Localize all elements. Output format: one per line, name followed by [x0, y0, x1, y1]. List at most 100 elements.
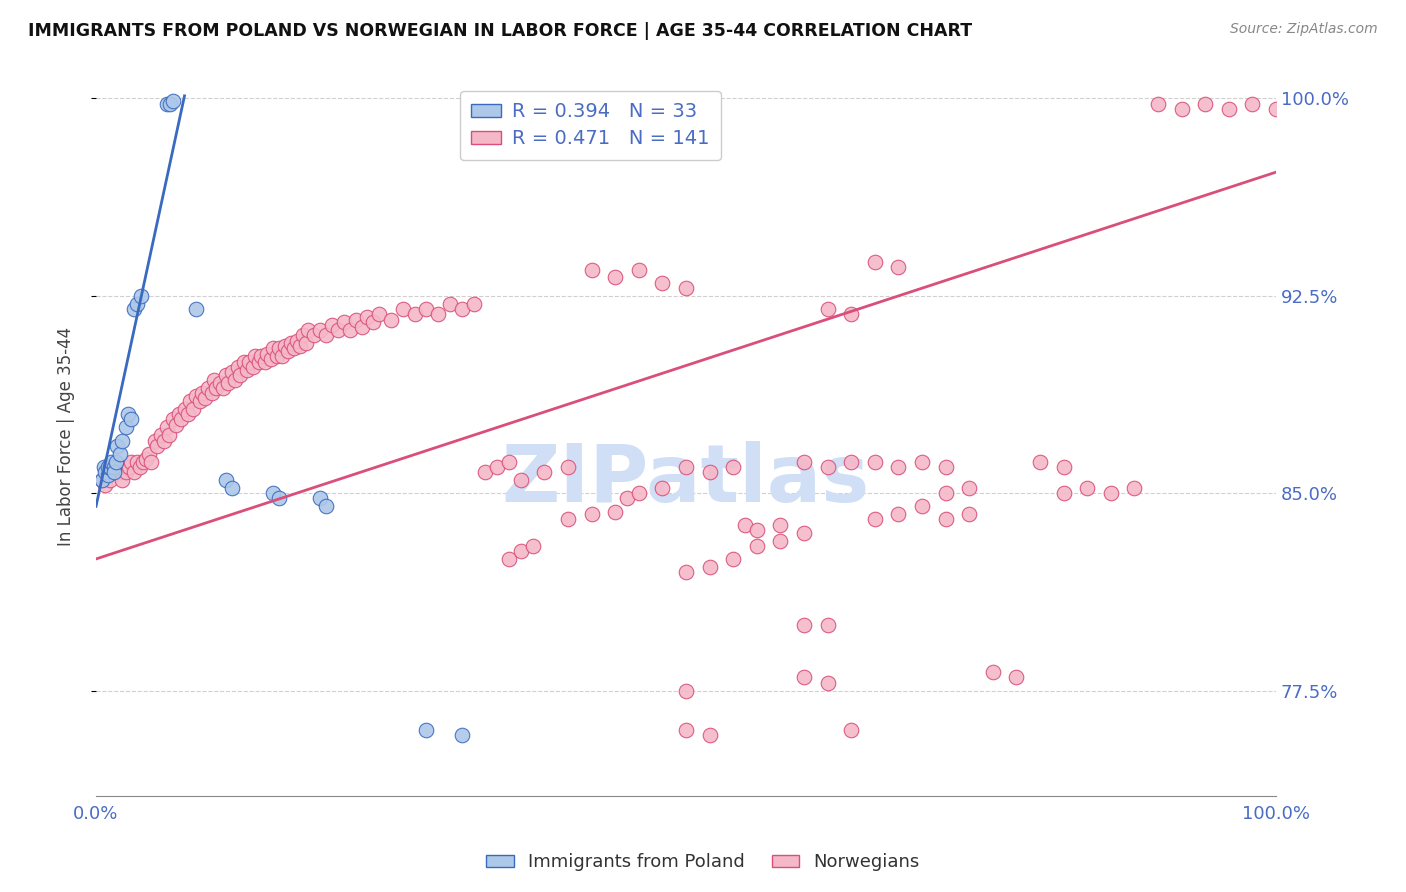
- Point: [212, 381, 235, 395]
- Point: [1029, 454, 1052, 468]
- Point: [186, 389, 208, 403]
- Point: [675, 683, 697, 698]
- Point: [274, 339, 297, 353]
- Point: [721, 459, 744, 474]
- Point: [297, 323, 319, 337]
- Point: [863, 512, 886, 526]
- Point: [259, 351, 281, 366]
- Point: [1194, 96, 1216, 111]
- Point: [173, 401, 195, 416]
- Point: [734, 517, 756, 532]
- Point: [135, 452, 157, 467]
- Point: [333, 315, 356, 329]
- Point: [793, 617, 815, 632]
- Point: [439, 296, 461, 310]
- Text: Source: ZipAtlas.com: Source: ZipAtlas.com: [1230, 22, 1378, 37]
- Point: [97, 467, 120, 482]
- Point: [149, 428, 172, 442]
- Point: [215, 473, 238, 487]
- Point: [141, 454, 163, 468]
- Point: [699, 559, 721, 574]
- Point: [250, 349, 273, 363]
- Point: [232, 354, 254, 368]
- Point: [935, 459, 957, 474]
- Point: [238, 354, 260, 368]
- Point: [817, 675, 839, 690]
- Point: [581, 262, 603, 277]
- Point: [605, 505, 627, 519]
- Point: [170, 412, 193, 426]
- Point: [291, 328, 314, 343]
- Point: [114, 420, 136, 434]
- Point: [463, 296, 485, 310]
- Point: [167, 407, 190, 421]
- Point: [509, 544, 531, 558]
- Point: [817, 617, 839, 632]
- Point: [887, 459, 910, 474]
- Point: [236, 362, 259, 376]
- Point: [247, 354, 270, 368]
- Point: [111, 434, 134, 448]
- Point: [581, 507, 603, 521]
- Point: [262, 486, 284, 500]
- Point: [193, 392, 215, 406]
- Point: [103, 465, 125, 479]
- Point: [90, 473, 112, 487]
- Point: [1076, 481, 1098, 495]
- Point: [295, 336, 318, 351]
- Point: [108, 465, 131, 479]
- Point: [498, 552, 520, 566]
- Point: [156, 96, 179, 111]
- Point: [205, 381, 228, 395]
- Point: [911, 500, 934, 514]
- Point: [128, 459, 150, 474]
- Point: [450, 728, 472, 742]
- Point: [309, 323, 332, 337]
- Point: [769, 533, 792, 548]
- Point: [935, 486, 957, 500]
- Point: [935, 512, 957, 526]
- Point: [557, 459, 579, 474]
- Point: [108, 447, 131, 461]
- Point: [793, 670, 815, 684]
- Point: [793, 525, 815, 540]
- Point: [253, 354, 276, 368]
- Legend: R = 0.394   N = 33, R = 0.471   N = 141: R = 0.394 N = 33, R = 0.471 N = 141: [460, 91, 721, 160]
- Point: [404, 307, 426, 321]
- Point: [267, 342, 290, 356]
- Point: [675, 723, 697, 737]
- Point: [450, 301, 472, 316]
- Point: [304, 328, 326, 343]
- Point: [699, 465, 721, 479]
- Point: [256, 347, 278, 361]
- Point: [474, 465, 496, 479]
- Point: [97, 459, 120, 474]
- Point: [486, 459, 509, 474]
- Point: [957, 481, 980, 495]
- Point: [157, 428, 180, 442]
- Point: [98, 459, 121, 474]
- Point: [127, 454, 149, 468]
- Point: [105, 439, 128, 453]
- Point: [98, 473, 121, 487]
- Point: [368, 307, 391, 321]
- Point: [817, 459, 839, 474]
- Point: [326, 323, 349, 337]
- Point: [616, 491, 638, 506]
- Point: [957, 507, 980, 521]
- Point: [118, 459, 141, 474]
- Point: [94, 465, 117, 479]
- Point: [522, 539, 544, 553]
- Point: [699, 728, 721, 742]
- Point: [350, 320, 373, 334]
- Point: [117, 407, 139, 421]
- Point: [280, 336, 302, 351]
- Point: [285, 334, 308, 348]
- Point: [1123, 481, 1146, 495]
- Point: [94, 478, 117, 492]
- Point: [100, 454, 122, 468]
- Point: [315, 328, 337, 343]
- Point: [321, 318, 343, 332]
- Point: [120, 454, 142, 468]
- Point: [309, 491, 332, 506]
